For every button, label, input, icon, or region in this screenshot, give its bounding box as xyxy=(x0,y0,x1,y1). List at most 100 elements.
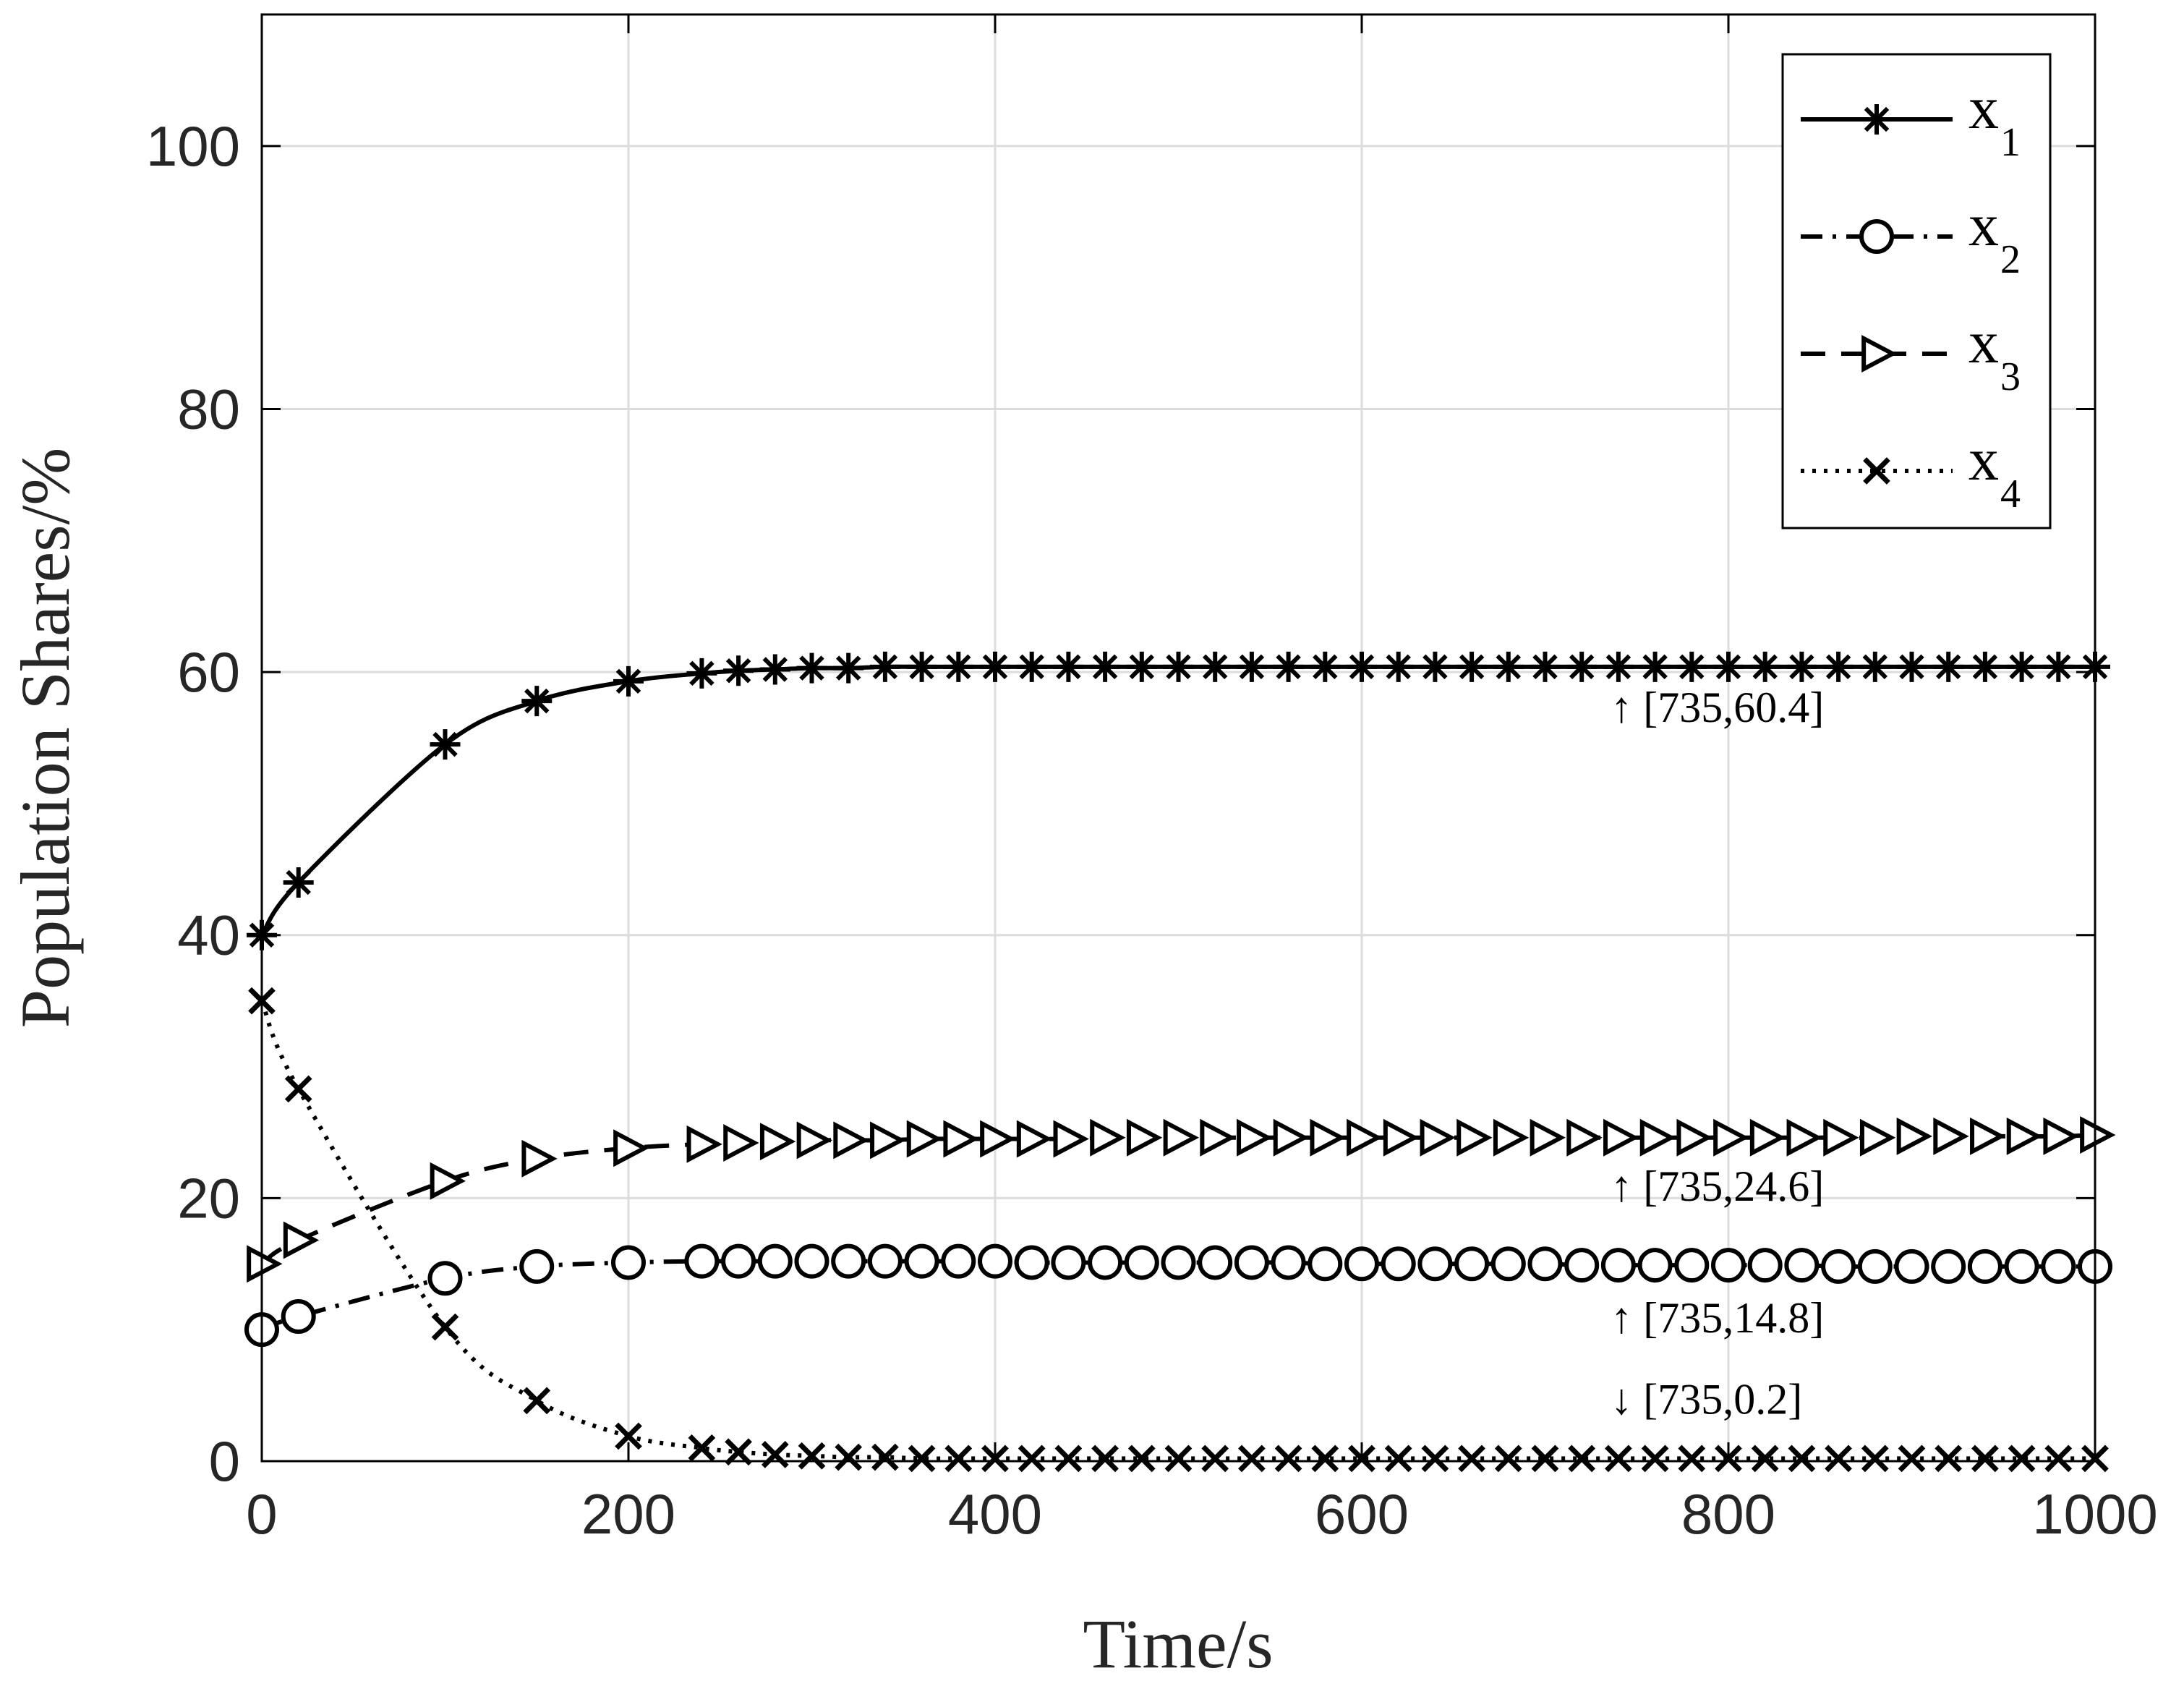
data-point-x3 xyxy=(1530,1118,1566,1157)
legend-label-x1: x xyxy=(1968,75,1999,142)
data-point-x3 xyxy=(980,1120,1016,1158)
axis-ticks: 0 200 400 600 800 1000 0 20 40 60 80 100 xyxy=(146,14,2158,1546)
data-point-x4 xyxy=(1678,1445,1706,1473)
data-point-x2 xyxy=(1124,1245,1159,1280)
data-point-x4 xyxy=(1201,1445,1229,1473)
data-point-x2 xyxy=(1600,1248,1636,1283)
data-point-x2 xyxy=(941,1243,976,1279)
data-point-x4 xyxy=(1531,1445,1559,1473)
data-point-x1 xyxy=(1639,651,1671,682)
data-point-x4 xyxy=(1091,1445,1119,1473)
data-point-x1 xyxy=(869,651,900,682)
series-group xyxy=(244,651,2116,1473)
data-point-x4 xyxy=(908,1445,936,1473)
data-point-x4 xyxy=(1018,1445,1046,1473)
data-point-x2 xyxy=(1490,1246,1526,1282)
data-point-x3 xyxy=(1786,1118,1822,1157)
data-point-x1 xyxy=(1163,651,1194,682)
data-point-x4 xyxy=(1054,1445,1083,1473)
data-point-x3 xyxy=(1566,1118,1603,1157)
data-annotation: ↑ [735,60.4] xyxy=(1611,684,1824,731)
data-point-x1 xyxy=(1713,651,1744,682)
data-point-x4 xyxy=(798,1442,826,1470)
data-point-x1 xyxy=(1823,651,1854,682)
data-point-x3 xyxy=(1420,1118,1456,1157)
data-point-x3 xyxy=(1749,1118,1786,1157)
data-point-x4 xyxy=(1311,1445,1339,1473)
data-point-x3 xyxy=(943,1120,979,1158)
data-point-x1 xyxy=(430,729,461,760)
data-point-x3 xyxy=(1053,1120,1089,1158)
data-point-x1 xyxy=(1603,651,1634,682)
data-point-x4 xyxy=(761,1441,789,1468)
data-point-x4 xyxy=(1788,1445,1816,1473)
annotations: ↑ [735,60.4] ↑ [735,24.6] ↑ [735,14.8] ↓ [7… xyxy=(1611,684,1824,1423)
data-point-x1 xyxy=(1749,651,1780,682)
y-tick-label: 100 xyxy=(146,114,240,178)
data-point-x3 xyxy=(1933,1117,1969,1155)
data-point-x4 xyxy=(1568,1445,1596,1473)
data-point-x2 xyxy=(1637,1248,1673,1283)
data-point-x3 xyxy=(1310,1118,1346,1157)
series-x3 xyxy=(247,1116,2116,1283)
data-point-x2 xyxy=(1894,1248,1929,1284)
data-point-x1 xyxy=(1530,651,1561,682)
data-point-x1 xyxy=(1676,651,1707,682)
data-point-x1 xyxy=(1383,651,1414,682)
data-point-x4 xyxy=(1238,1445,1266,1473)
data-point-x3 xyxy=(283,1221,320,1259)
data-point-x1 xyxy=(686,658,717,689)
data-point-x2 xyxy=(1417,1246,1453,1282)
data-point-x2 xyxy=(978,1243,1012,1279)
data-point-x1 xyxy=(2043,651,2074,682)
data-point-x1 xyxy=(1273,651,1304,682)
data-point-x2 xyxy=(1234,1245,1269,1280)
data-point-x4 xyxy=(2008,1445,2036,1473)
data-point-x4 xyxy=(835,1443,863,1471)
data-point-x2 xyxy=(1711,1248,1746,1283)
data-point-x2 xyxy=(1784,1248,1820,1283)
x-tick-label: 600 xyxy=(1315,1482,1409,1546)
legend-box xyxy=(1781,53,2052,529)
data-point-x2 xyxy=(794,1243,829,1279)
legend-subscript-x3: 3 xyxy=(2000,354,2021,399)
data-point-x4 xyxy=(2044,1445,2073,1473)
legend-marker-x2 xyxy=(1859,219,1894,254)
data-point-x2 xyxy=(1381,1246,1416,1282)
series-x4 xyxy=(248,987,2109,1473)
data-point-x3 xyxy=(1126,1118,1163,1157)
data-point-x1 xyxy=(1347,651,1377,682)
data-point-x3 xyxy=(2043,1117,2079,1155)
data-point-x2 xyxy=(1344,1246,1379,1282)
data-point-x2 xyxy=(1674,1248,1710,1283)
data-point-x2 xyxy=(721,1243,756,1279)
data-point-x4 xyxy=(1494,1445,1522,1473)
data-point-x2 xyxy=(684,1243,720,1279)
data-point-x1 xyxy=(1566,651,1598,682)
data-point-x4 xyxy=(871,1443,899,1471)
data-point-x2 xyxy=(2041,1248,2076,1284)
data-point-x1 xyxy=(613,665,644,697)
data-point-x2 xyxy=(1308,1246,1343,1282)
data-point-x3 xyxy=(1383,1118,1420,1157)
x-axis-title: Time/s xyxy=(1083,1605,1273,1682)
data-point-x4 xyxy=(1127,1445,1156,1473)
data-point-x2 xyxy=(1527,1246,1563,1282)
data-point-x1 xyxy=(980,651,1010,682)
legend-label-x3: x xyxy=(1968,309,1999,376)
y-axis-title: Population Shares/% xyxy=(7,448,84,1029)
data-point-x2 xyxy=(1931,1248,1966,1284)
data-point-x3 xyxy=(1273,1118,1310,1157)
data-point-x3 xyxy=(686,1125,722,1163)
data-point-x4 xyxy=(1935,1445,1963,1473)
data-point-x2 xyxy=(1088,1245,1123,1280)
data-point-x4 xyxy=(1971,1445,1999,1473)
data-point-x3 xyxy=(870,1121,906,1160)
data-point-x4 xyxy=(284,1075,312,1103)
data-point-x4 xyxy=(431,1313,459,1341)
y-tick-label: 20 xyxy=(177,1166,240,1230)
data-annotation: ↑ [735,24.6] xyxy=(1611,1162,1824,1210)
data-point-x3 xyxy=(1676,1118,1712,1157)
data-point-x1 xyxy=(1493,651,1524,682)
